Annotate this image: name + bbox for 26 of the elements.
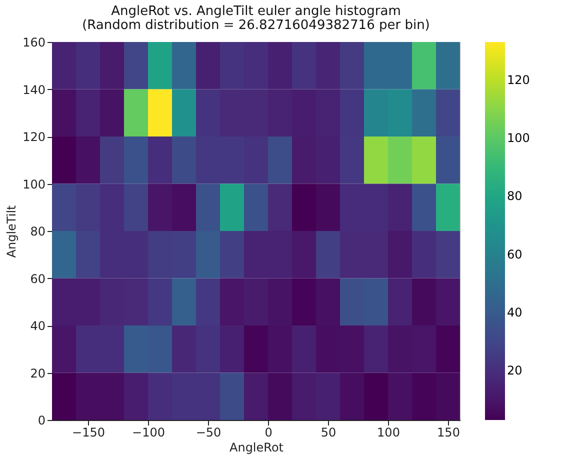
y-tick-label: 80 <box>30 224 46 238</box>
x-tick-label: 0 <box>264 426 272 440</box>
x-tick-label: −150 <box>72 426 105 440</box>
x-tick-label: −50 <box>196 426 222 440</box>
color-bar-label: 20 <box>507 364 522 378</box>
y-tick-label: 0 <box>38 414 46 428</box>
y-tick-label: 140 <box>22 82 46 97</box>
x-axis-title: AngleRot <box>230 440 284 454</box>
x-tick-label: 150 <box>437 426 460 440</box>
chart-subtitle: (Random distribution = 26.82716049382716 per bin) <box>82 18 430 33</box>
x-tick-label: 100 <box>377 426 400 440</box>
y-tick-label: 60 <box>30 272 46 286</box>
y-tick-label: 120 <box>22 130 46 144</box>
y-tick-label: 20 <box>30 366 46 380</box>
x-tick-label: 50 <box>320 426 336 440</box>
color-bar-label: 120 <box>507 72 530 87</box>
y-tick-label: 160 <box>22 36 46 50</box>
color-bar-label: 40 <box>507 305 522 320</box>
y-axis-title: AngleTilt <box>4 204 19 258</box>
color-bar-label: 60 <box>507 247 522 262</box>
chart-title: AngleRot vs. AngleTilt euler angle histogram <box>111 4 401 19</box>
color-bar-label: 80 <box>507 189 522 204</box>
color-bar-label: 100 <box>507 130 530 145</box>
x-tick-label: −100 <box>132 426 165 440</box>
y-tick-label: 100 <box>22 177 46 192</box>
y-tick-label: 40 <box>30 319 46 333</box>
